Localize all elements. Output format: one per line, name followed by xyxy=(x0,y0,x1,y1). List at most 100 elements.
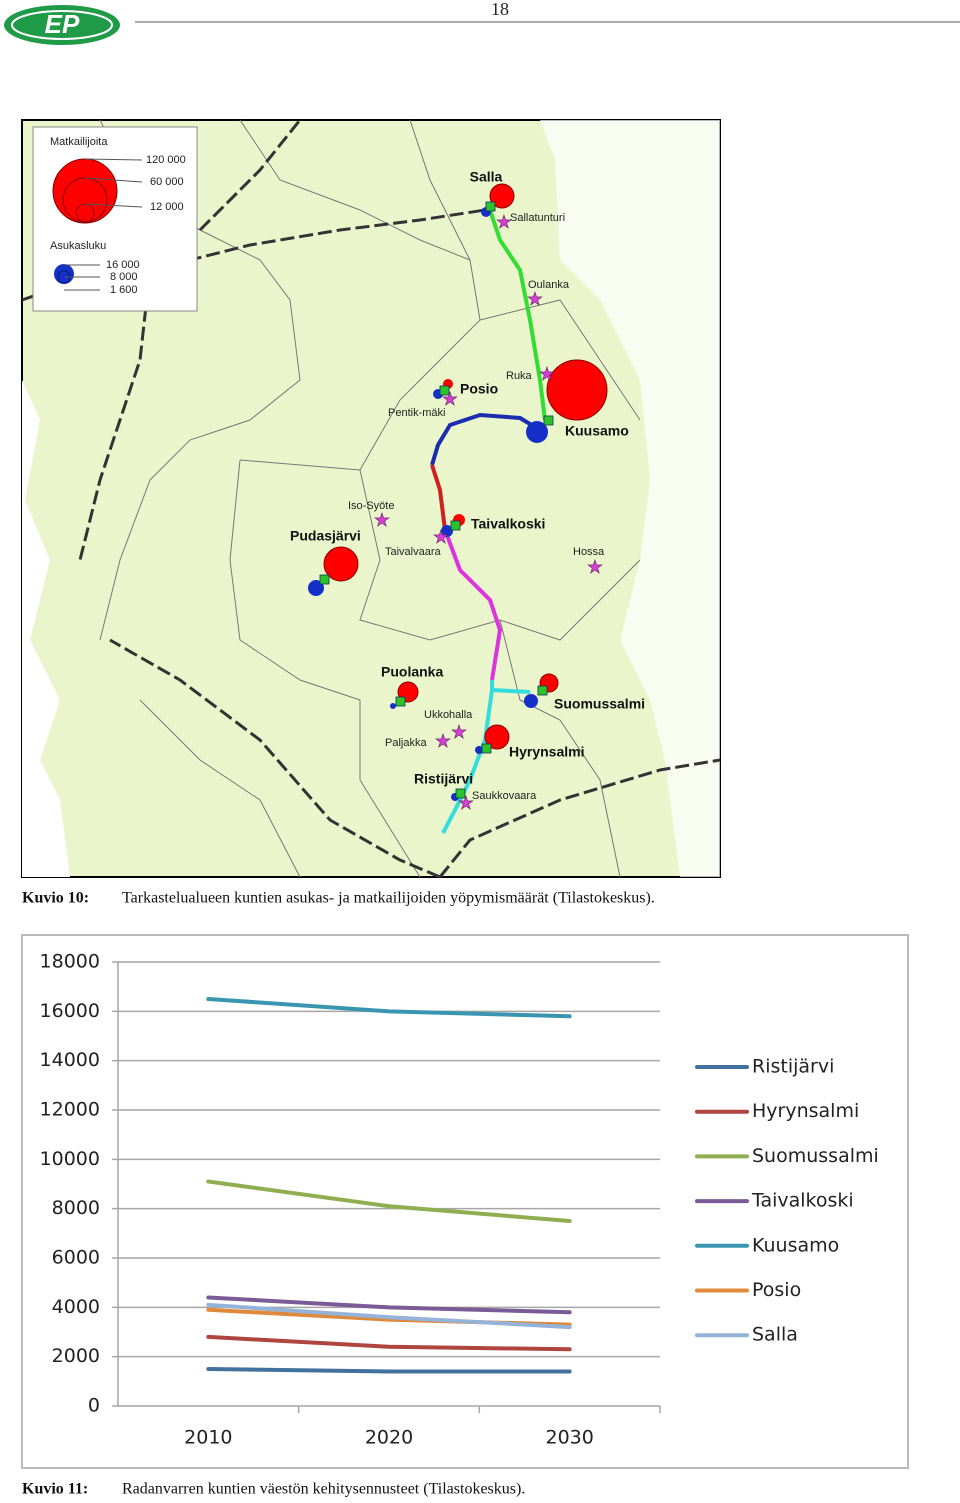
y-tick-label: 8000 xyxy=(52,1197,100,1219)
legend-label: Taivalkoski xyxy=(751,1190,854,1212)
legend-leader xyxy=(84,177,143,183)
map-label: Pudasjärvi xyxy=(290,528,361,544)
chart: 0 2000 4000 6000 8000 10000 12000 14000 16000 180… xyxy=(40,951,879,1449)
legend-label: Ristijärvi xyxy=(752,1056,834,1078)
legend-size: 120 000 xyxy=(146,154,186,166)
population-circle xyxy=(441,525,453,537)
tourist-circle xyxy=(323,546,359,582)
series-line xyxy=(206,1295,572,1315)
map-label: Kuusamo xyxy=(565,423,629,439)
route-segment xyxy=(430,464,447,531)
legend-label: Salla xyxy=(752,1324,798,1346)
map-label: Posio xyxy=(460,381,498,397)
map-label: Taivalvaara xyxy=(385,546,442,558)
svg-text:★: ★ xyxy=(539,364,555,384)
caption-text: Radanvarren kuntien väestön kehitysennus… xyxy=(122,1481,525,1498)
tourist-circle xyxy=(484,724,510,750)
municipal-borders xyxy=(99,119,641,878)
legend-size: 16 000 xyxy=(106,259,140,271)
map: ★★★★ ★★★★ ★★ Salla Sallatunturi Oulanka … xyxy=(21,119,721,879)
tourist-circle xyxy=(546,359,608,421)
map-labels: Salla Sallatunturi Oulanka Ruka Posio Pe… xyxy=(290,169,645,802)
header: EP 18 xyxy=(4,0,960,45)
map-label: Ruka xyxy=(506,370,533,382)
legend-label: Hyrynsalmi xyxy=(752,1100,859,1122)
sea xyxy=(22,120,70,877)
legend-title: Matkailijoita xyxy=(50,136,108,148)
svg-text:★: ★ xyxy=(433,527,449,547)
series-line xyxy=(206,1302,572,1330)
population-circle xyxy=(524,694,538,708)
svg-text:★: ★ xyxy=(451,722,467,742)
map-label: Suomussalmi xyxy=(554,696,645,712)
map-label: Ristijärvi xyxy=(414,771,473,787)
legend-size: 8 000 xyxy=(110,271,138,283)
population-circle xyxy=(390,703,396,709)
map-label: Taivalkoski xyxy=(471,516,545,532)
y-tick-label: 12000 xyxy=(40,1099,100,1121)
caption-text: Tarkastelualueen kuntien asukas- ja matk… xyxy=(122,890,655,907)
route-segment xyxy=(488,209,547,421)
logo-text: EP xyxy=(45,9,80,39)
logo-shape xyxy=(4,5,120,45)
y-tick-label: 14000 xyxy=(40,1049,100,1071)
border-area xyxy=(540,120,720,877)
x-tick-label: 2030 xyxy=(545,1427,593,1449)
y-tick-label: 6000 xyxy=(52,1247,100,1269)
map-label: Puolanka xyxy=(381,664,443,680)
map-label: Saukkovaara xyxy=(472,790,537,802)
route-segment xyxy=(441,680,531,834)
series-line xyxy=(206,1334,572,1352)
y-tick-label: 0 xyxy=(88,1395,100,1417)
map-label: Sallatunturi xyxy=(510,212,565,224)
legend-circle xyxy=(52,158,118,224)
tourist-circle xyxy=(489,183,515,209)
y-tick-label: 4000 xyxy=(52,1296,100,1318)
svg-text:★: ★ xyxy=(435,731,451,751)
legend-leader xyxy=(84,158,143,161)
legend-leader xyxy=(84,203,143,208)
map-label: Oulanka xyxy=(528,279,570,291)
population-circle xyxy=(475,746,483,754)
svg-text:★: ★ xyxy=(442,389,458,409)
map-legend: Matkailijoita 120 000 60 000 12 000 Asuk… xyxy=(32,126,198,312)
svg-text:★: ★ xyxy=(496,212,512,232)
x-tick-label: 2010 xyxy=(184,1427,232,1449)
rail-route xyxy=(430,209,547,834)
y-tick-label: 10000 xyxy=(40,1148,100,1170)
legend-size: 60 000 xyxy=(150,176,184,188)
map-label: Hossa xyxy=(573,546,605,558)
route-segment xyxy=(443,529,503,681)
y-tick-label: 18000 xyxy=(40,951,100,973)
svg-text:★: ★ xyxy=(458,793,474,813)
legend-label: Kuusamo xyxy=(752,1234,839,1256)
y-tick-label: 16000 xyxy=(40,1000,100,1022)
legend-circle xyxy=(54,264,74,284)
map-label: Paljakka xyxy=(385,737,427,749)
svg-text:★: ★ xyxy=(374,510,390,530)
caption-label: Kuvio 10: xyxy=(22,890,89,907)
map-label: Iso-Syöte xyxy=(348,500,394,512)
series-line xyxy=(206,997,572,1019)
svg-text:★: ★ xyxy=(527,289,543,309)
legend-title: Asukasluku xyxy=(50,240,106,252)
caption-label: Kuvio 11: xyxy=(22,1481,88,1498)
series-line xyxy=(206,1367,572,1374)
svg-text:★: ★ xyxy=(587,557,603,577)
map-label: Hyrynsalmi xyxy=(509,744,584,760)
population-circle xyxy=(526,421,548,443)
legend-label: Suomussalmi xyxy=(752,1145,879,1167)
legend-label: Posio xyxy=(752,1279,801,1301)
legend-size: 12 000 xyxy=(150,201,184,213)
map-label: Salla xyxy=(470,169,503,185)
series-line xyxy=(206,1179,572,1223)
x-tick-label: 2020 xyxy=(365,1427,413,1449)
markers: ★★★★ ★★★★ ★★ xyxy=(308,183,608,813)
route-segment xyxy=(430,412,542,466)
chart-frame xyxy=(21,934,909,1469)
y-tick-label: 2000 xyxy=(52,1345,100,1367)
logo-ring xyxy=(11,10,113,40)
map-label: Ukkohalla xyxy=(424,709,473,721)
legend-size: 1 600 xyxy=(110,284,138,296)
